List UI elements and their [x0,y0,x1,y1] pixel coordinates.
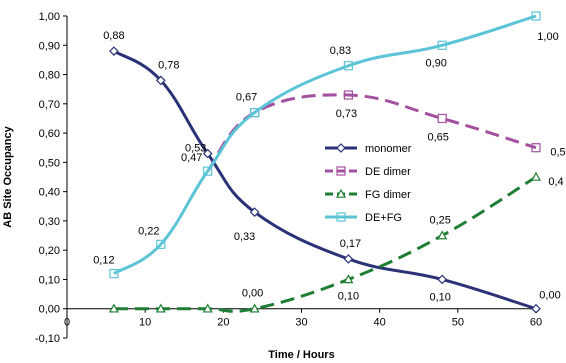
series-line [113,175,537,313]
legend-label: DE+FG [365,212,402,224]
x-tick-label: 60 [530,317,542,329]
data-label: 0,22 [138,225,159,237]
legend-label: monomer [365,143,412,155]
legend-label: FG dimer [365,189,411,201]
x-tick-label: 40 [374,317,386,329]
series-fg-dimer [108,171,542,313]
legend-item: DE dimer [325,166,411,178]
data-label: 0,5 [550,147,565,159]
data-labels: 0,88 0,78 0,53 0,33 0,17 0,10 0,00 0,73 0,65 0,5 0… [93,30,565,303]
x-tick-label: 10 [139,317,151,329]
data-point [155,75,166,86]
data-label: 0,83 [330,45,351,57]
data-point [343,90,353,100]
data-label: 0,73 [336,108,357,120]
data-label: 0,88 [103,30,124,42]
data-point [250,107,260,118]
data-label: 1,00 [537,31,558,43]
data-point [249,303,260,313]
data-point [108,303,119,313]
legend-item: monomer [325,143,412,155]
data-point [531,143,541,153]
data-label: 0,33 [234,231,255,243]
data-point [531,303,541,314]
y-tick-label: 0,70 [39,99,60,111]
y-tick-label: 0,60 [39,128,60,140]
data-label: 0,00 [242,288,263,300]
data-point [437,113,447,124]
series-monomer [109,46,541,314]
data-point [156,239,166,249]
data-label: 0,4 [548,176,563,188]
y-tick-label: -0,10 [35,333,60,345]
y-tick-label: 0,80 [39,70,60,82]
data-label: 0,65 [427,131,448,143]
data-point [202,148,213,159]
data-label: 0,67 [236,92,257,104]
data-point [437,40,447,50]
legend: monomer DE dimer FG dimer DE+FG [325,143,412,224]
x-axis-title: Time / Hours [268,349,334,361]
data-point [437,274,448,285]
data-label: 0,10 [338,290,359,302]
legend-marker [335,188,347,198]
data-label: 0,17 [340,238,361,250]
data-label: 0,78 [158,59,179,71]
x-tick-label: 0 [64,317,70,329]
legend-marker [336,212,346,222]
data-point [530,171,542,181]
data-label: 0,25 [429,215,450,227]
y-tick-label: 0,50 [39,157,60,169]
y-axis-title: AB Site Occupancy [2,125,14,227]
data-label: 0,47 [181,152,202,164]
x-tick-label: 50 [452,317,464,329]
y-tick-label: 0,00 [39,304,60,316]
data-label: 0,00 [539,290,560,302]
data-label: 0,90 [425,57,446,69]
data-label: 0,12 [93,255,114,267]
legend-marker [336,143,346,153]
y-tick-label: 1,00 [39,11,60,23]
legend-item: FG dimer [325,188,411,201]
data-point [343,274,354,284]
data-point [531,11,541,21]
data-point [343,61,353,71]
data-point [202,303,213,313]
y-tick-label: 0,90 [39,40,60,52]
data-point [109,269,119,279]
data-point [109,46,119,56]
y-tick-label: 0,10 [39,274,60,286]
data-label: 0,10 [429,291,450,303]
x-tick-label: 30 [295,317,307,329]
series-line [113,14,537,275]
x-tick-label: 20 [217,317,229,329]
data-point [343,254,354,264]
legend-marker [336,166,346,176]
data-point [249,207,260,217]
data-point [155,303,166,313]
data-point [437,230,448,240]
series-line [113,49,537,311]
series-line [206,93,537,173]
legend-label: DE dimer [365,166,411,178]
y-tick-label: 0,30 [39,216,60,228]
data-label: 0,53 [185,143,206,155]
series-de-dimer [206,90,541,173]
y-tick-label: 0,40 [39,187,60,199]
series-layer [108,11,542,314]
y-tick-label: 0,20 [39,245,60,257]
legend-item: DE+FG [325,212,402,224]
axes: -0,10 0,00 0,10 0,20 0,30 0,40 0,50 0,60 0,70 0,8… [35,11,542,345]
data-point [203,166,213,176]
series-de-fg [109,11,541,279]
